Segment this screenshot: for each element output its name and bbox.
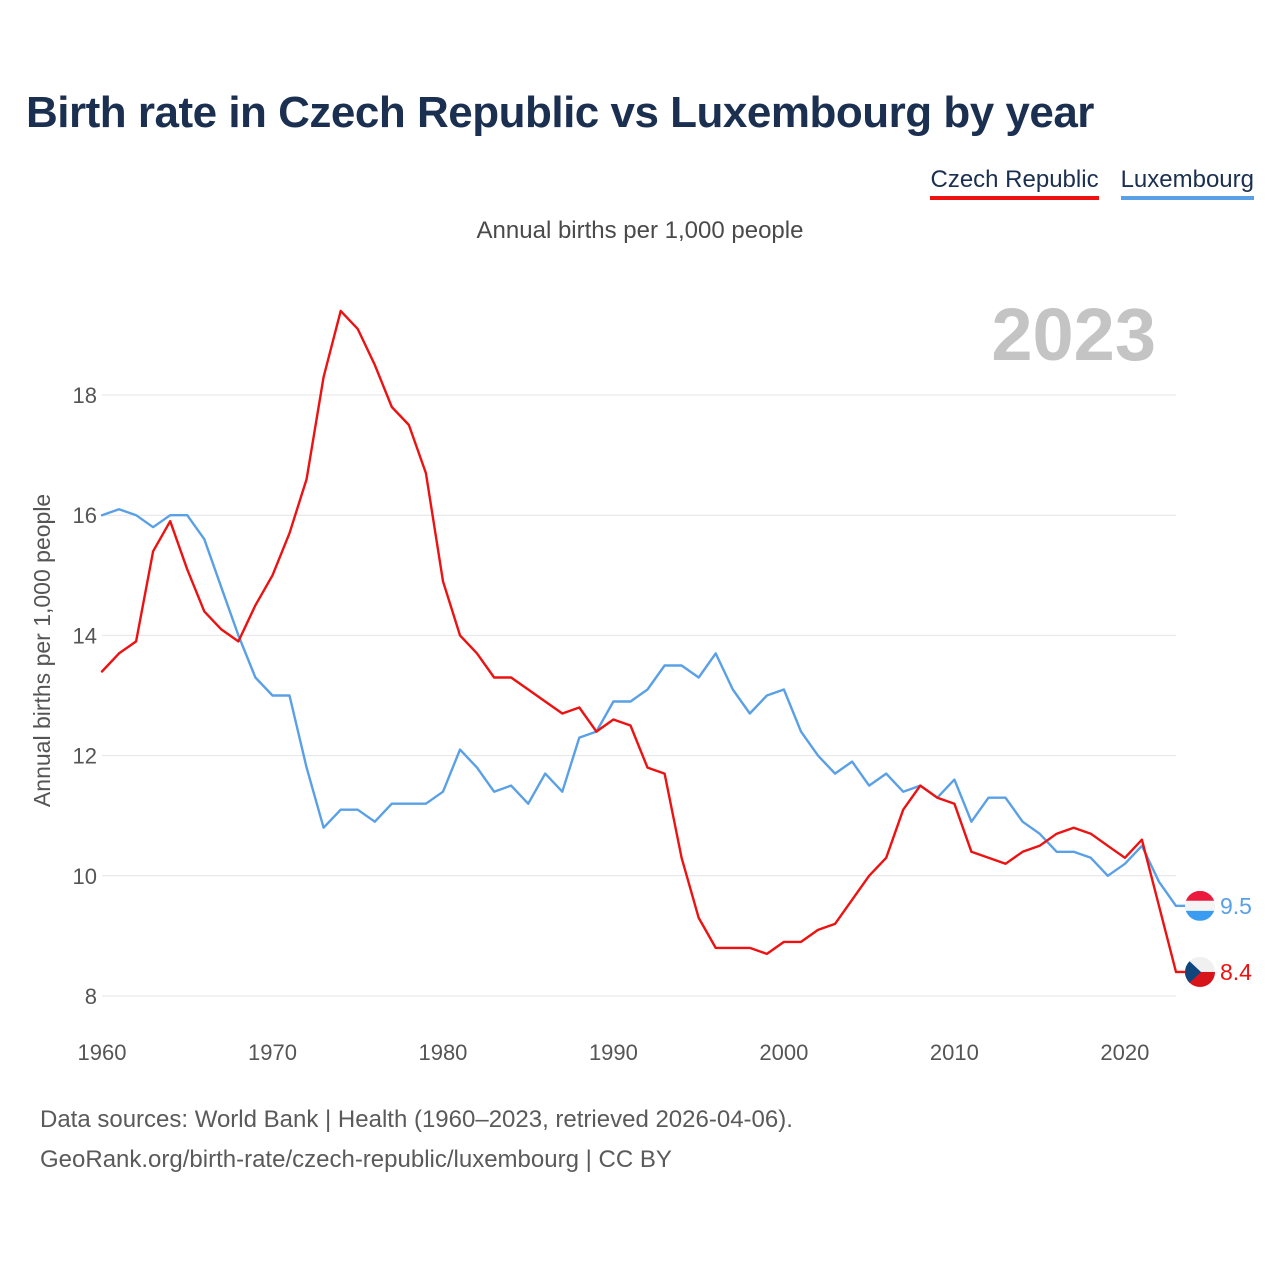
y-tick-label-8: 8 xyxy=(85,984,97,1009)
series-line-czech-republic xyxy=(100,309,1178,974)
legend-item-czech-republic[interactable]: Czech Republic xyxy=(930,166,1099,200)
current-year-label: 2023 xyxy=(991,293,1156,376)
y-tick-label-16: 16 xyxy=(73,503,97,528)
y-tick-label-18: 18 xyxy=(73,383,97,408)
y-tick-label-12: 12 xyxy=(73,744,97,769)
series-line-luxembourg xyxy=(100,508,1178,908)
end-label-luxembourg: 9.5 xyxy=(1220,893,1252,919)
x-tick-label-2020: 2020 xyxy=(1100,1040,1149,1065)
footer-sources: Data sources: World Bank | Health (1960–… xyxy=(40,1106,793,1133)
x-tick-label-1970: 1970 xyxy=(248,1040,297,1065)
end-label-czech-republic: 8.4 xyxy=(1220,959,1252,985)
x-tick-label-1990: 1990 xyxy=(589,1040,638,1065)
y-axis-label: Annual births per 1,000 people xyxy=(29,494,55,807)
footer-attribution: GeoRank.org/birth-rate/czech-republic/lu… xyxy=(40,1146,672,1173)
chart-subtitle: Annual births per 1,000 people xyxy=(476,217,804,244)
y-tick-label-10: 10 xyxy=(73,864,97,889)
x-tick-label-1980: 1980 xyxy=(418,1040,467,1065)
chart-title: Birth rate in Czech Republic vs Luxembou… xyxy=(26,88,1094,137)
x-tick-label-2010: 2010 xyxy=(930,1040,979,1065)
x-tick-label-2000: 2000 xyxy=(759,1040,808,1065)
legend-item-luxembourg[interactable]: Luxembourg xyxy=(1120,166,1254,200)
y-tick-label-14: 14 xyxy=(73,623,97,648)
legend: Czech Republic Luxembourg xyxy=(930,166,1254,200)
x-tick-label-1960: 1960 xyxy=(78,1040,127,1065)
flag-marker-luxembourg xyxy=(1185,890,1215,921)
flag-marker-czech-republic xyxy=(1185,956,1215,987)
